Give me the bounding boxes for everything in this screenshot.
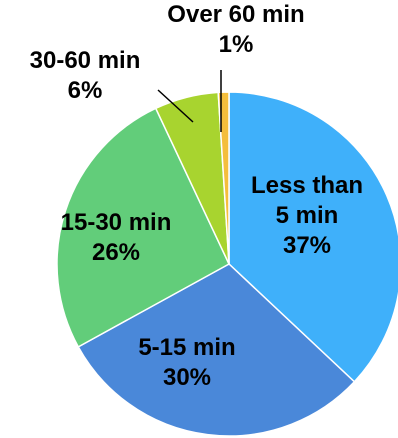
slice-category-label-4: Over 60 min [167, 1, 304, 28]
leader-line-3 [157, 89, 194, 123]
slice-category-label-2: 15-30 min [61, 209, 172, 236]
slice-percent-label-1: 30% [163, 364, 211, 391]
slice-category-label-0: 5 min [276, 202, 339, 229]
slice-category-label-0: Less than [251, 172, 363, 199]
pie-slice-1 [77, 263, 356, 437]
slice-percent-label-0: 37% [283, 232, 331, 259]
pie-slice-4 [217, 91, 230, 265]
slice-labels: Less than 5 min 37% 5-15 min 30% 15-30 min 26%… [30, 1, 363, 391]
slice-percent-label-4: 1% [219, 31, 254, 58]
slice-percent-label-3: 6% [68, 77, 103, 104]
leader-lines [157, 70, 222, 132]
slice-category-label-1: 5-15 min [138, 334, 235, 361]
slice-category-label-3: 30-60 min [30, 47, 141, 74]
slice-percent-label-2: 26% [92, 239, 140, 266]
pie-wedges [56, 91, 398, 437]
pie-slice-0 [228, 91, 398, 383]
pie-slice-2 [56, 107, 230, 348]
